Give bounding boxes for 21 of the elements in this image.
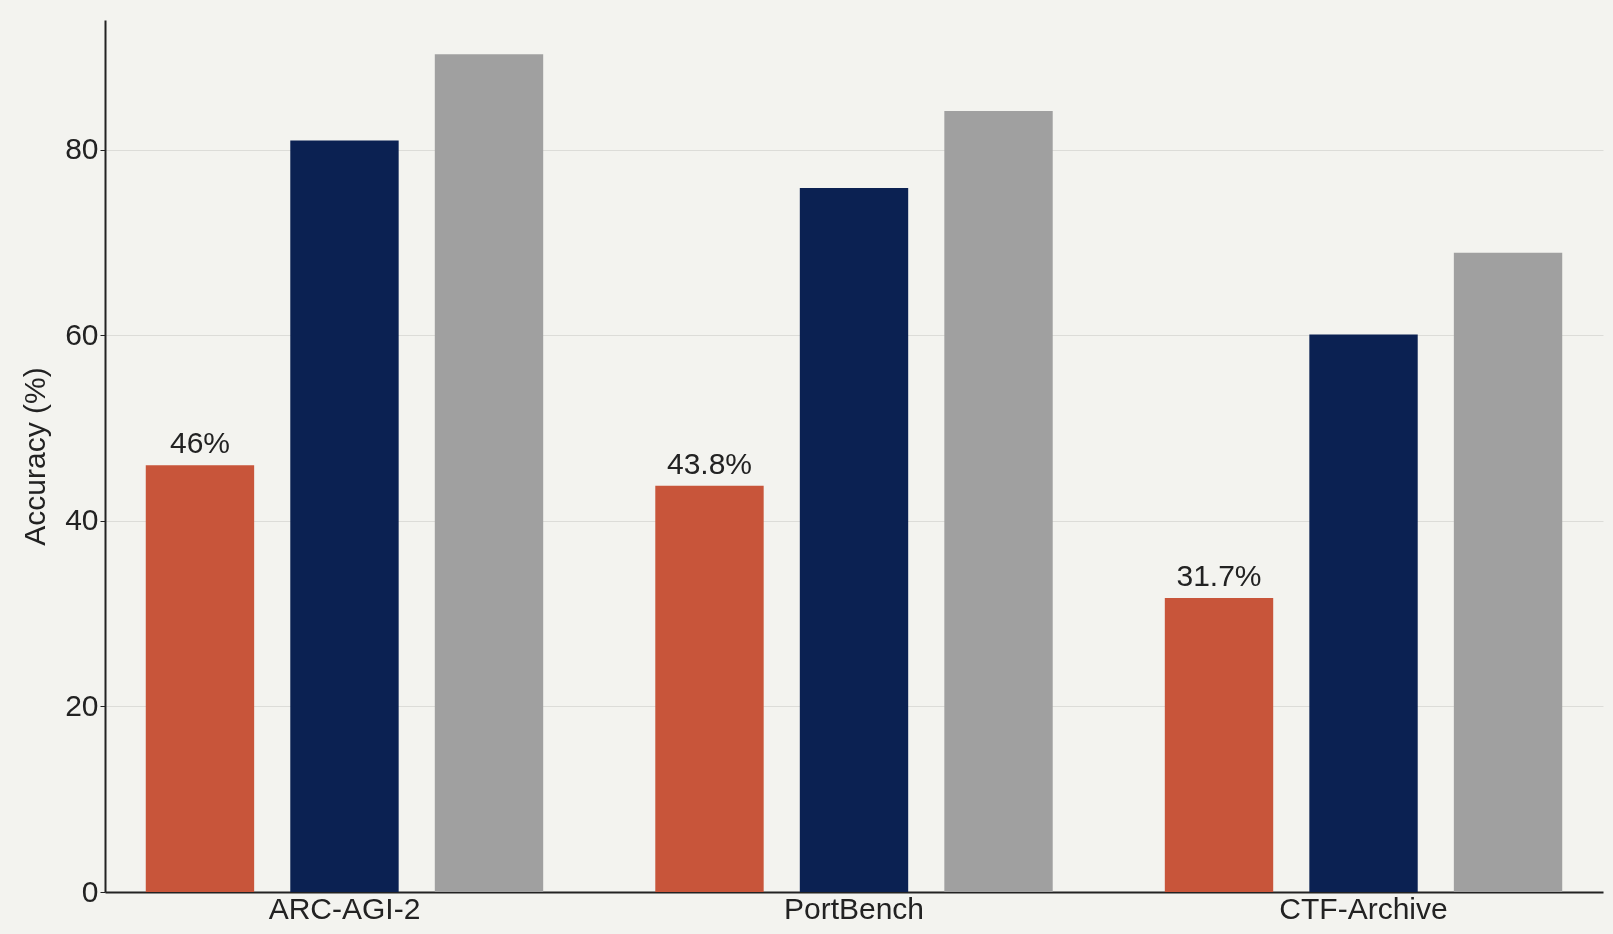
bar — [1309, 334, 1418, 892]
bar — [944, 110, 1053, 892]
bar — [434, 54, 544, 892]
x-tick-label: CTF-Archive — [1279, 891, 1448, 925]
bar — [145, 465, 255, 892]
x-tick-label: PortBench — [783, 891, 925, 925]
data-label: 43.8% — [666, 446, 753, 480]
y-tick-label: 20 — [65, 688, 99, 722]
y-tick-label: 80 — [65, 132, 99, 166]
bar — [799, 187, 909, 892]
bar — [1164, 597, 1274, 892]
bar — [655, 485, 764, 892]
y-tick-label: 60 — [65, 317, 99, 351]
x-tick-label: ARC-AGI-2 — [268, 891, 421, 925]
data-label: 31.7% — [1176, 558, 1262, 592]
data-label: 46% — [169, 426, 230, 460]
y-tick-label: 40 — [65, 503, 99, 537]
y-tick-label: 0 — [81, 874, 99, 908]
y-axis-title: Accuracy (%) — [18, 367, 52, 546]
bar — [290, 140, 399, 892]
bar — [1453, 252, 1563, 892]
